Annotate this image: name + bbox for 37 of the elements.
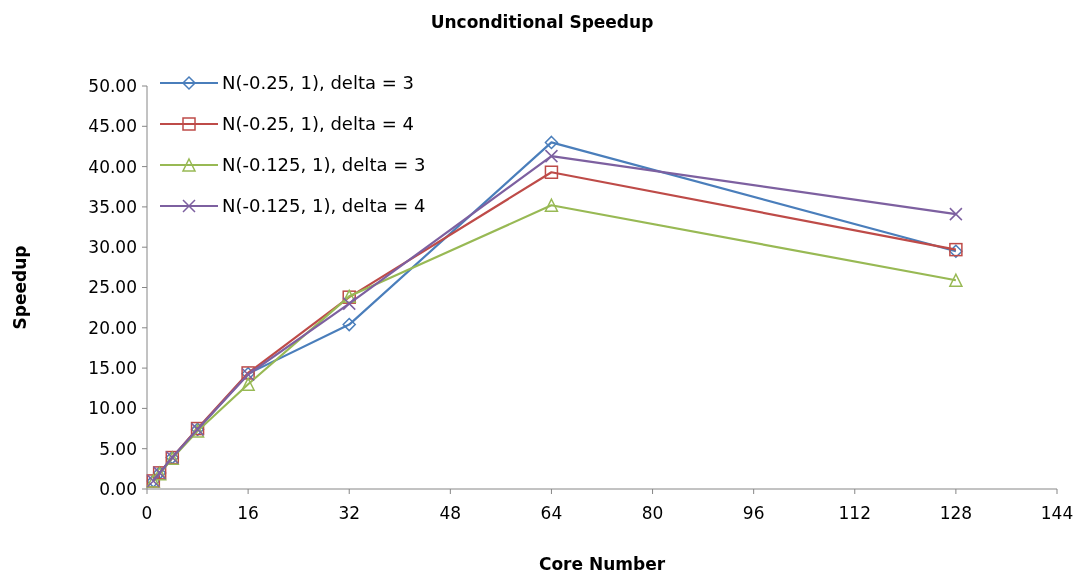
y-tick-label: 30.00 — [88, 237, 137, 258]
x-axis-title: Core Number — [538, 554, 666, 574]
legend-label: N(-0.25, 1), delta = 4 — [222, 113, 414, 135]
y-tick-label: 35.00 — [88, 196, 137, 217]
x-tick-label: 48 — [439, 503, 462, 523]
legend-label: N(-0.25, 1), delta = 3 — [222, 72, 414, 94]
y-tick-label: 15.00 — [88, 358, 137, 379]
point — [949, 207, 963, 221]
point — [342, 296, 356, 311]
y-tick-label: 20.00 — [88, 317, 137, 338]
legend-label: N(-0.125, 1), delta = 4 — [222, 195, 426, 217]
point — [544, 135, 559, 150]
point — [949, 273, 963, 287]
x-tick-label: 112 — [838, 503, 871, 523]
x-tick-label: 32 — [338, 503, 361, 523]
chart-title: Unconditional Speedup — [430, 12, 654, 32]
y-tick-label: 0.00 — [99, 478, 137, 499]
x-tick-label: 128 — [939, 503, 973, 523]
point — [342, 317, 356, 332]
point — [241, 377, 255, 391]
x-tick-label: 80 — [641, 503, 664, 523]
x-tick-label: 0 — [141, 503, 153, 523]
y-tick-label: 10.00 — [88, 398, 137, 419]
y-tick-label: 50.00 — [88, 75, 137, 96]
point — [544, 149, 559, 163]
x-tick-label: 64 — [540, 503, 563, 523]
legend-label: N(-0.125, 1), delta = 3 — [222, 154, 426, 176]
x-tick-label: 16 — [237, 503, 259, 523]
y-axis-title: Speedup — [10, 245, 30, 330]
y-tick-label: 5.00 — [99, 438, 137, 459]
y-tick-label: 45.00 — [88, 116, 137, 137]
point — [544, 165, 559, 179]
x-tick-label: 144 — [1040, 503, 1074, 523]
y-tick-label: 40.00 — [88, 156, 137, 177]
x-tick-label: 96 — [742, 503, 765, 523]
point — [544, 198, 559, 213]
y-tick-label: 25.00 — [88, 277, 137, 298]
